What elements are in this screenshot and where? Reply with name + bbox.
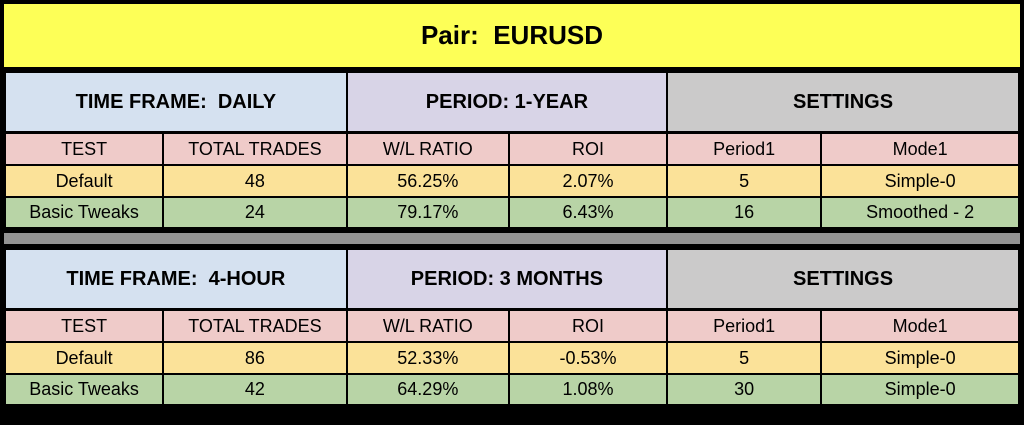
cell-total-trades: 24 <box>162 196 348 229</box>
timeframe-header: TIME FRAME: DAILY <box>4 71 348 134</box>
cell-roi: 2.07% <box>507 164 669 198</box>
table-row-default: Default 86 52.33% -0.53% 5 Simple-0 <box>3 341 1020 375</box>
period-header: PERIOD: 3 MONTHS <box>345 248 669 311</box>
cell-wl-ratio: 56.25% <box>345 164 510 198</box>
column-header-total-trades: TOTAL TRADES <box>162 308 348 343</box>
column-header-row: TEST TOTAL TRADES W/L RATIO ROI Period1 … <box>3 131 1020 166</box>
cell-test: Basic Tweaks <box>3 196 165 229</box>
section-4hour-header-row: TIME FRAME: 4-HOUR PERIOD: 3 MONTHS SETT… <box>4 248 1020 311</box>
column-header-row: TEST TOTAL TRADES W/L RATIO ROI Period1 … <box>3 308 1020 343</box>
column-header-period1: Period1 <box>666 131 823 166</box>
table-row-basic-tweaks: Basic Tweaks 24 79.17% 6.43% 16 Smoothed… <box>3 196 1020 229</box>
table-row-basic-tweaks: Basic Tweaks 42 64.29% 1.08% 30 Simple-0 <box>3 373 1020 406</box>
cell-period1: 5 <box>666 341 823 375</box>
column-header-wl-ratio: W/L RATIO <box>345 131 510 166</box>
column-header-wl-ratio: W/L RATIO <box>345 308 510 343</box>
cell-mode1: Smoothed - 2 <box>820 196 1020 229</box>
cell-test: Default <box>3 341 165 375</box>
section-daily: TIME FRAME: DAILY PERIOD: 1-YEAR SETTING… <box>3 71 1020 229</box>
period-header: PERIOD: 1-YEAR <box>345 71 669 134</box>
column-header-roi: ROI <box>507 308 669 343</box>
cell-roi: 6.43% <box>507 196 669 229</box>
cell-roi: 1.08% <box>507 373 669 406</box>
cell-test: Basic Tweaks <box>3 373 165 406</box>
cell-mode1: Simple-0 <box>820 373 1020 406</box>
column-header-period1: Period1 <box>666 308 823 343</box>
cell-period1: 5 <box>666 164 823 198</box>
pair-title: Pair: EURUSD <box>4 4 1020 67</box>
cell-mode1: Simple-0 <box>820 164 1020 198</box>
cell-wl-ratio: 79.17% <box>345 196 510 229</box>
cell-period1: 16 <box>666 196 823 229</box>
table-row-default: Default 48 56.25% 2.07% 5 Simple-0 <box>3 164 1020 198</box>
settings-header: SETTINGS <box>666 71 1020 134</box>
column-header-mode1: Mode1 <box>820 308 1020 343</box>
cell-wl-ratio: 64.29% <box>345 373 510 406</box>
cell-wl-ratio: 52.33% <box>345 341 510 375</box>
cell-total-trades: 86 <box>162 341 348 375</box>
cell-total-trades: 48 <box>162 164 348 198</box>
cell-total-trades: 42 <box>162 373 348 406</box>
column-header-roi: ROI <box>507 131 669 166</box>
cell-test: Default <box>3 164 165 198</box>
column-header-mode1: Mode1 <box>820 131 1020 166</box>
cell-period1: 30 <box>666 373 823 406</box>
column-header-total-trades: TOTAL TRADES <box>162 131 348 166</box>
timeframe-header: TIME FRAME: 4-HOUR <box>4 248 348 311</box>
settings-header: SETTINGS <box>666 248 1020 311</box>
column-header-test: TEST <box>3 131 165 166</box>
cell-roi: -0.53% <box>507 341 669 375</box>
section-separator <box>4 233 1020 244</box>
section-4hour: TIME FRAME: 4-HOUR PERIOD: 3 MONTHS SETT… <box>3 248 1020 406</box>
column-header-test: TEST <box>3 308 165 343</box>
section-daily-header-row: TIME FRAME: DAILY PERIOD: 1-YEAR SETTING… <box>4 71 1020 134</box>
cell-mode1: Simple-0 <box>820 341 1020 375</box>
